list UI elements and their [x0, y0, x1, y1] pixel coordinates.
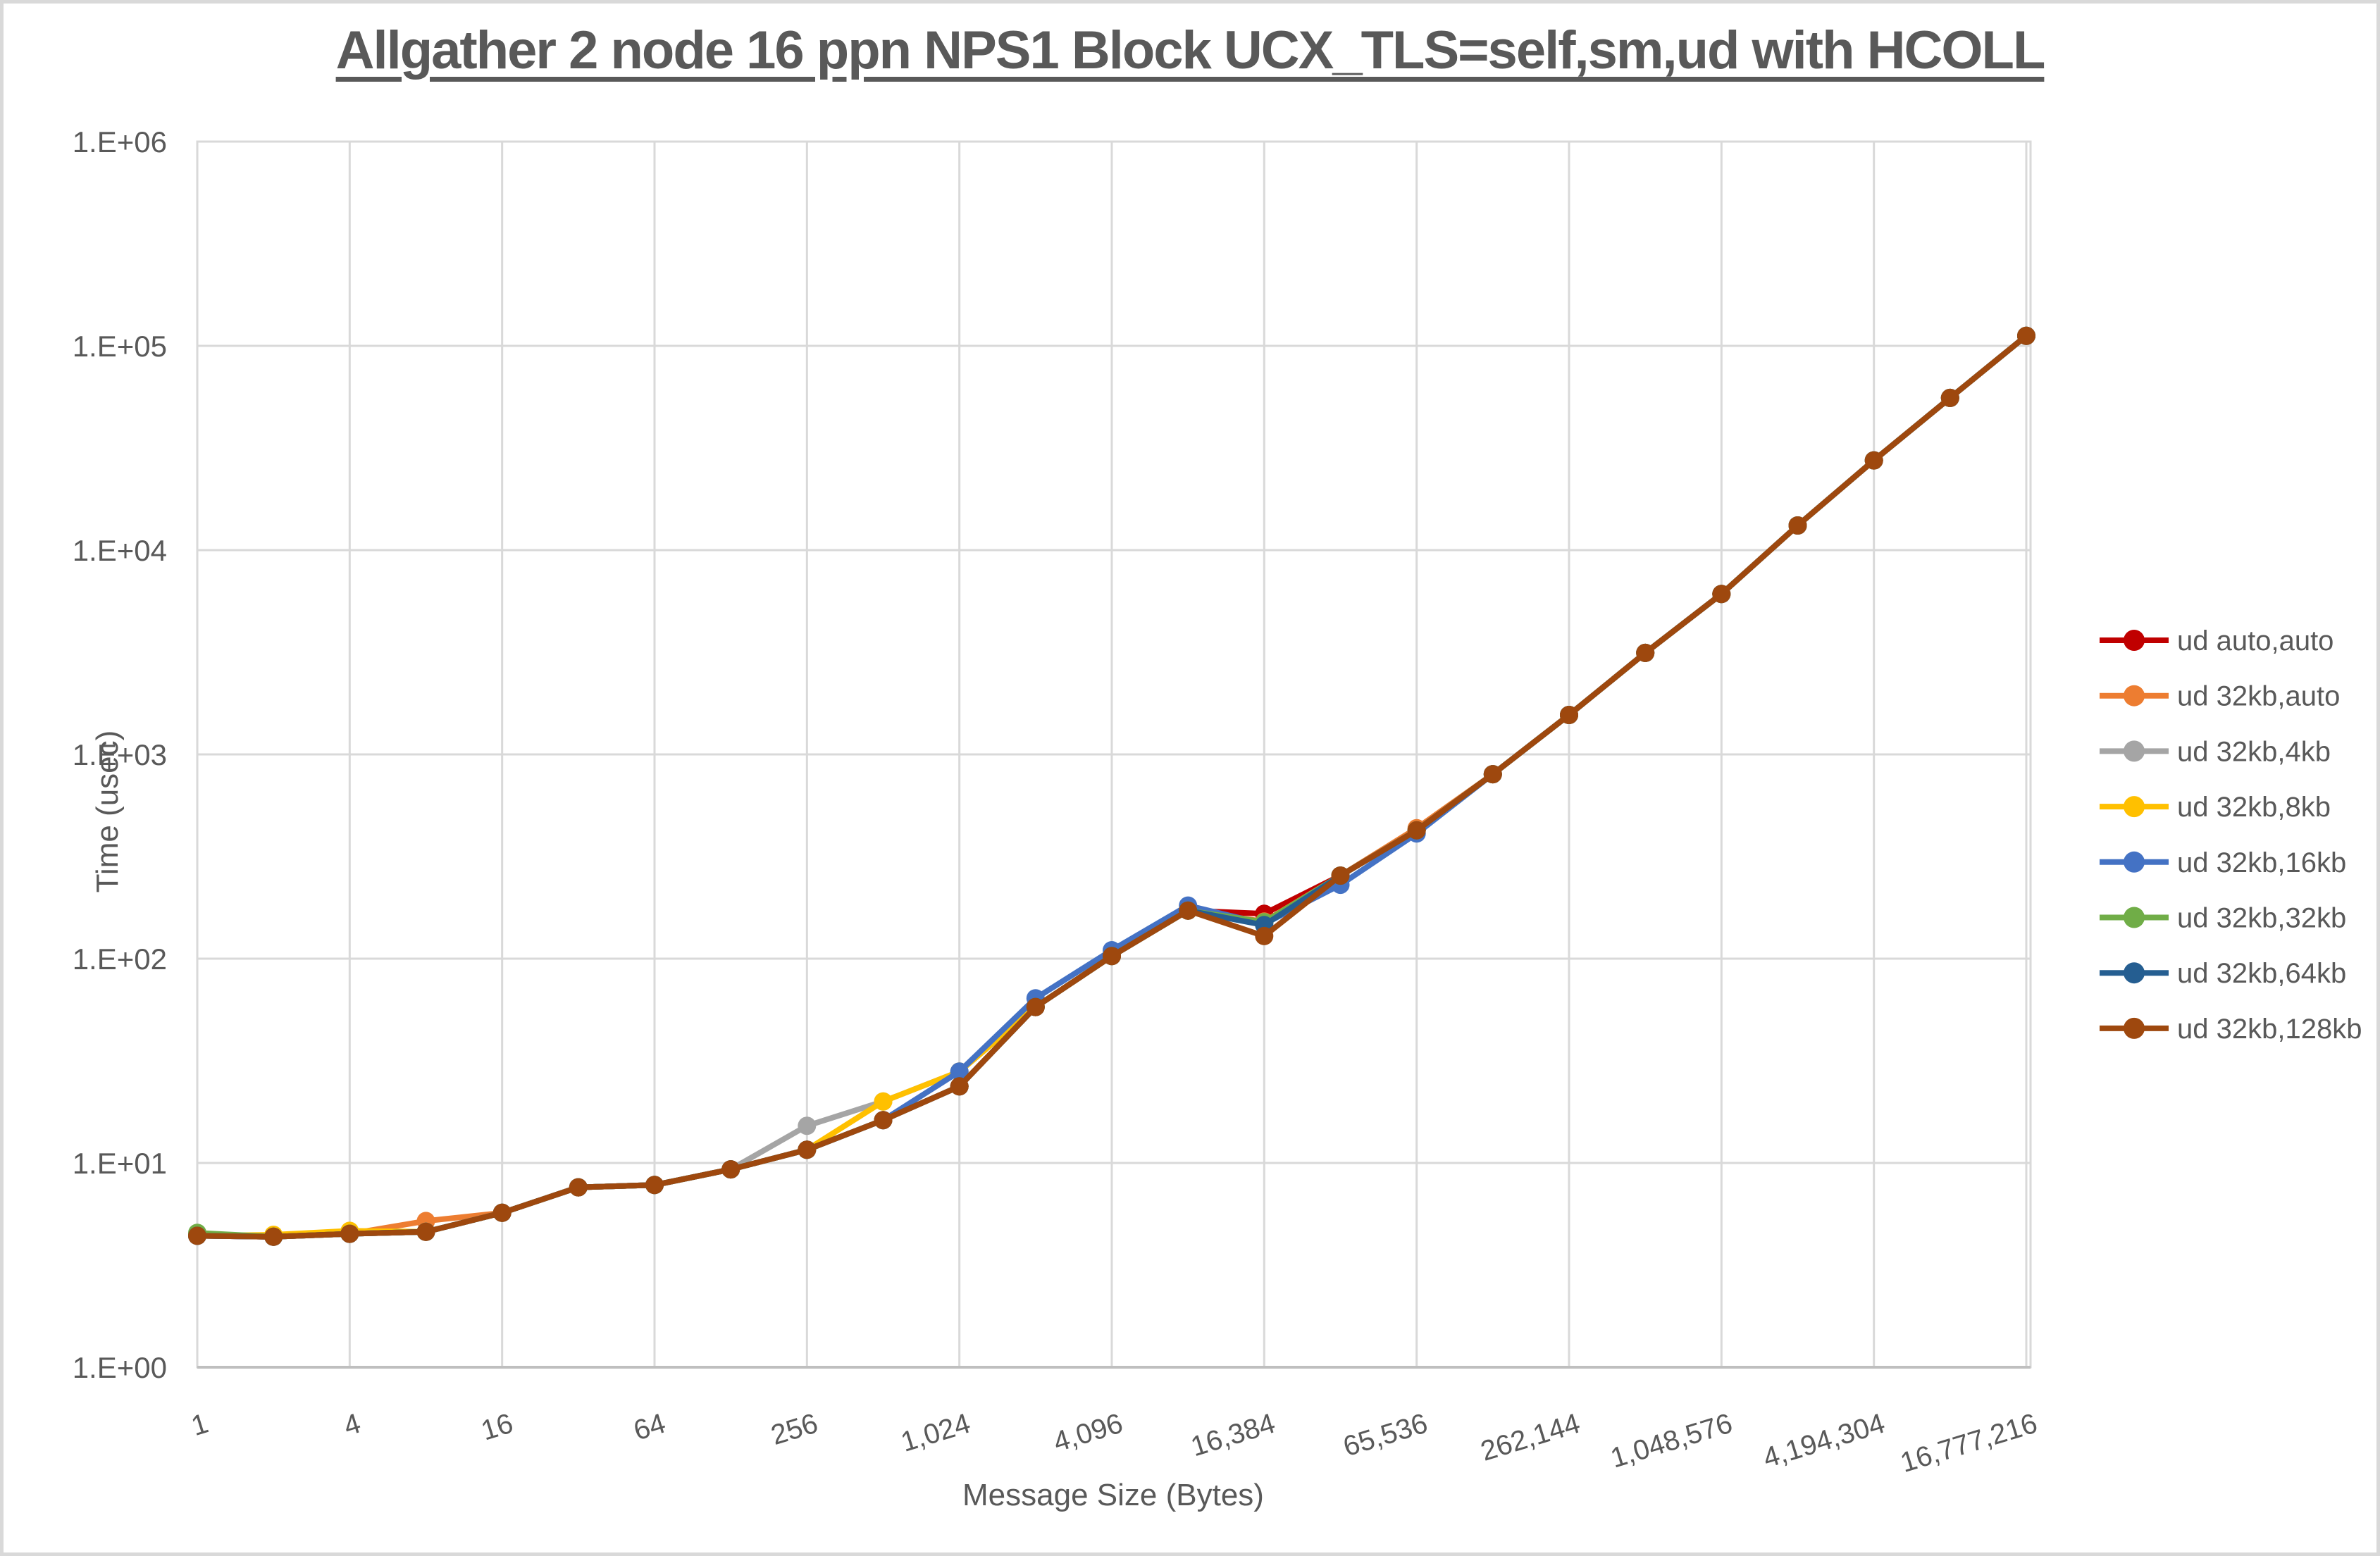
y-tick-label: 1.E+04	[73, 534, 167, 567]
data-point	[264, 1227, 283, 1246]
legend-marker-icon	[2124, 907, 2145, 928]
x-tick-label: 16,384	[1187, 1408, 1279, 1463]
data-point	[1712, 585, 1731, 604]
x-tick-label: 256	[767, 1408, 822, 1452]
data-point	[950, 1077, 969, 1096]
y-tick-label: 1.E+06	[73, 125, 167, 158]
chart-title: Allgather 2 node 16 ppn NPS1 Block UCX_T…	[335, 20, 2046, 80]
data-point	[1636, 643, 1655, 662]
data-point	[1407, 821, 1426, 840]
x-tick-label: 262,144	[1477, 1408, 1583, 1467]
legend-label: ud 32kb,32kb	[2177, 903, 2346, 934]
legend-marker-icon	[2124, 796, 2145, 818]
data-point	[2017, 326, 2035, 345]
y-tick-label: 1.E+01	[73, 1147, 167, 1180]
data-point	[950, 1062, 969, 1081]
data-point	[416, 1222, 435, 1241]
data-point	[1026, 997, 1045, 1016]
x-tick-label: 1,024	[898, 1408, 974, 1458]
y-tick-label: 1.E+03	[73, 738, 167, 771]
data-point	[874, 1111, 893, 1130]
data-point	[1255, 926, 1274, 945]
data-point	[1864, 451, 1883, 470]
x-tick-label: 65,536	[1339, 1408, 1431, 1463]
legend-label: ud auto,auto	[2177, 625, 2333, 656]
legend-label: ud 32kb,128kb	[2177, 1014, 2362, 1045]
legend-label: ud 32kb,8kb	[2177, 792, 2331, 823]
legend-label: ud 32kb,auto	[2177, 681, 2340, 712]
y-tick-label: 1.E+05	[73, 330, 167, 363]
data-point	[340, 1224, 359, 1243]
x-tick-label: 1	[187, 1408, 211, 1443]
x-tick-label: 4	[340, 1408, 364, 1443]
legend-label: ud 32kb,64kb	[2177, 958, 2346, 989]
legend-label: ud 32kb,16kb	[2177, 847, 2346, 878]
y-tick-label: 1.E+00	[73, 1351, 167, 1384]
data-point	[798, 1140, 817, 1159]
data-point	[1331, 866, 1350, 885]
data-point	[1940, 388, 1959, 407]
data-point	[874, 1092, 893, 1111]
legend-marker-icon	[2124, 740, 2145, 762]
x-tick-label: 4,096	[1050, 1408, 1127, 1458]
x-tick-label: 4,194,304	[1759, 1408, 1888, 1474]
data-point	[188, 1226, 206, 1245]
data-point	[1179, 901, 1198, 920]
data-point	[1560, 706, 1578, 724]
legend-marker-icon	[2124, 962, 2145, 984]
data-point	[1788, 516, 1807, 535]
x-axis-title: Message Size (Bytes)	[962, 1478, 1264, 1512]
x-tick-label: 64	[630, 1408, 669, 1447]
data-point	[569, 1178, 588, 1197]
data-point	[492, 1203, 512, 1222]
legend-marker-icon	[2124, 851, 2145, 873]
data-point	[1483, 765, 1502, 784]
x-tick-label: 1,048,576	[1607, 1408, 1736, 1474]
legend-label: ud 32kb,4kb	[2177, 736, 2331, 767]
legend-marker-icon	[2124, 685, 2145, 707]
data-point	[645, 1176, 664, 1195]
data-point	[1103, 947, 1121, 966]
legend-marker-icon	[2124, 630, 2145, 651]
x-tick-label: 16,777,216	[1897, 1408, 2040, 1479]
y-axis-title: Time (usec)	[90, 730, 125, 893]
data-point	[798, 1116, 817, 1135]
data-point	[721, 1160, 740, 1179]
x-tick-label: 16	[478, 1408, 516, 1447]
y-tick-label: 1.E+02	[73, 942, 167, 976]
legend-marker-icon	[2124, 1017, 2145, 1039]
